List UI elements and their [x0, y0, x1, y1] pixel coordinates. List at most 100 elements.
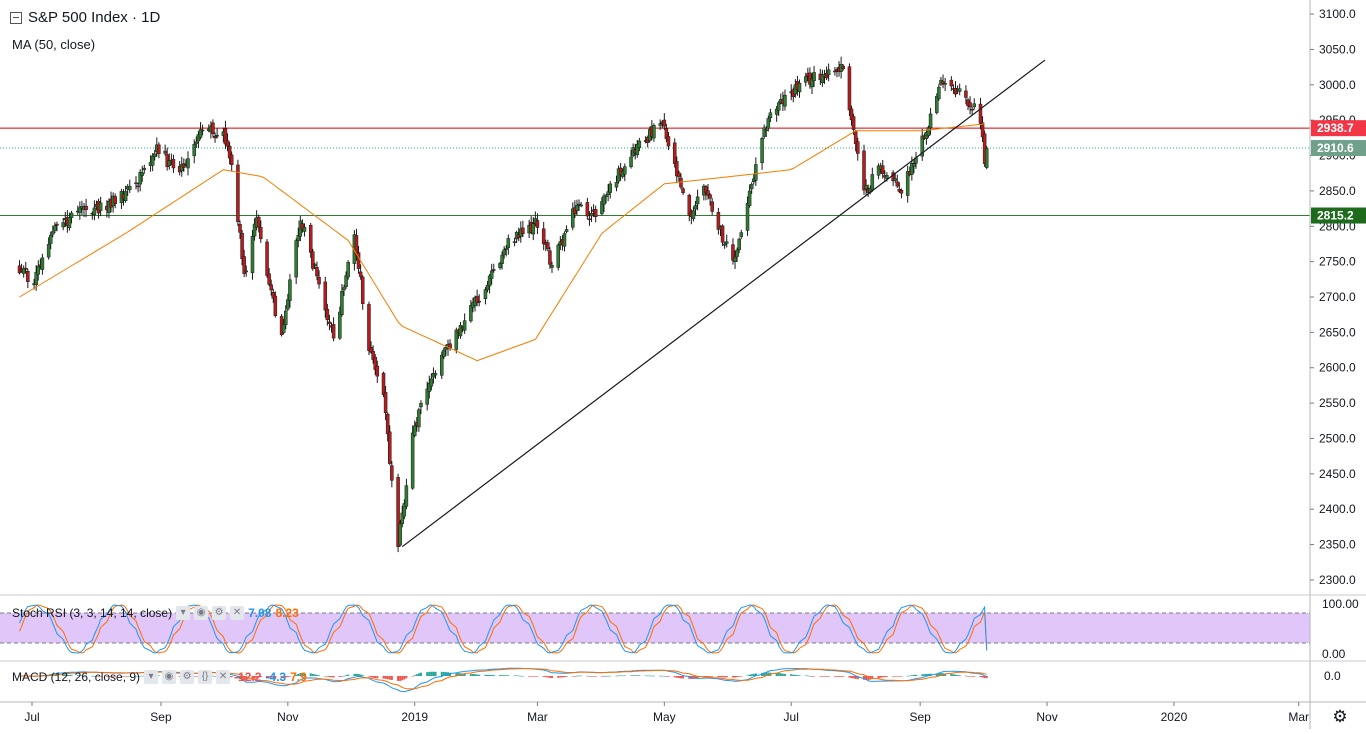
candle-body: [935, 96, 939, 113]
macd-tick-label: 0.0: [1324, 669, 1341, 683]
close-icon[interactable]: ✕: [230, 606, 245, 620]
symbol-title[interactable]: S&P 500 Index · 1D: [28, 9, 161, 26]
candle-body: [893, 178, 897, 181]
candle-body: [841, 65, 845, 70]
collapse-icon[interactable]: [10, 11, 22, 24]
settings-gear-icon[interactable]: ⚙: [1332, 707, 1348, 726]
candle-body: [502, 249, 506, 255]
macd-histogram-bar: [76, 675, 79, 676]
candle-body: [899, 189, 904, 194]
candle-body: [367, 304, 371, 351]
candle-body: [152, 153, 157, 158]
candle-body: [577, 203, 581, 206]
candle-body: [606, 191, 610, 195]
macd-histogram-bar: [781, 673, 784, 676]
candle-body: [342, 287, 346, 291]
price-label-badge[interactable]: [1311, 120, 1366, 137]
macd-histogram-bar: [661, 675, 664, 677]
candle-body: [926, 127, 931, 136]
macd-histogram-bar: [91, 675, 94, 677]
candle-body: [36, 266, 40, 275]
candle-body: [252, 223, 257, 237]
macd-hist-value: -12.2: [234, 670, 262, 684]
macd-histogram-bar: [66, 674, 69, 676]
candle-body: [410, 432, 415, 489]
macd-histogram-bar: [819, 676, 822, 677]
macd-histogram-bar: [376, 676, 379, 679]
candle-body: [433, 373, 438, 376]
candle-body: [766, 118, 771, 129]
candle-body: [315, 266, 319, 277]
ma50-line[interactable]: [19, 123, 985, 362]
macd-histogram-bar: [967, 676, 969, 677]
candle-body: [136, 185, 140, 188]
macd-histogram-bar: [609, 675, 612, 677]
macd-histogram-bar: [461, 673, 464, 676]
macd-histogram-bar: [357, 674, 360, 676]
macd-histogram-bar: [767, 672, 770, 676]
eye-icon[interactable]: ◉: [194, 606, 209, 620]
macd-histogram-bar: [925, 673, 928, 676]
candle-body: [284, 310, 288, 325]
stoch-legend-label[interactable]: Stoch RSI (3, 3, 14, 14, close): [12, 606, 173, 620]
stoch-legend: Stoch RSI (3, 3, 14, 14, close) ▾ ◉ ⚙ ✕ …: [12, 606, 299, 620]
candle-body: [67, 217, 72, 229]
macd-legend-label[interactable]: MACD (12, 26, close, 9): [12, 670, 141, 684]
candles-layer: [17, 56, 989, 553]
candle-body: [61, 222, 65, 228]
macd-histogram-bar: [605, 675, 608, 677]
candle-body: [325, 308, 330, 321]
eye-icon[interactable]: ◉: [162, 670, 177, 684]
macd-histogram-bar: [738, 676, 741, 677]
braces-icon[interactable]: {}: [198, 670, 213, 684]
candle-body: [250, 235, 255, 273]
trendline-layer[interactable]: [401, 59, 1046, 548]
candle-body: [826, 69, 831, 76]
candle-body: [662, 119, 667, 127]
candle-body: [970, 108, 974, 111]
price-label-badge[interactable]: [1311, 140, 1366, 157]
trendline[interactable]: [401, 59, 1046, 548]
macd-histogram-bar: [879, 676, 882, 678]
macd-histogram-bar: [623, 675, 626, 677]
macd-histogram-bar: [286, 676, 289, 677]
candle-body: [658, 123, 662, 126]
gear-icon[interactable]: ⚙: [180, 670, 195, 684]
macd-histogram-bar: [894, 676, 897, 677]
chevron-down-icon[interactable]: ▾: [144, 670, 159, 684]
price-label-text: 2938.7: [1317, 121, 1354, 135]
candle-body: [236, 164, 240, 222]
ma-legend[interactable]: MA (50, close): [12, 37, 96, 52]
macd-histogram-bar: [340, 676, 343, 677]
macd-histogram-bar: [630, 675, 633, 677]
macd-histogram-bar: [719, 676, 722, 678]
macd-histogram-bar: [370, 676, 373, 678]
candle-body: [677, 172, 681, 177]
macd-histogram-bar: [361, 675, 364, 676]
candle-body: [541, 228, 546, 245]
candle-body: [238, 223, 242, 233]
gear-icon[interactable]: ⚙: [212, 606, 227, 620]
macd-histogram-bar: [632, 675, 635, 676]
candle-body: [477, 300, 481, 303]
macd-histogram-bar: [723, 676, 726, 678]
close-icon[interactable]: ✕: [216, 670, 231, 684]
candle-body: [862, 150, 866, 191]
candle-body: [271, 292, 276, 299]
candle-body: [749, 184, 754, 190]
macd-histogram-bar: [696, 676, 699, 679]
macd-histogram-bar: [214, 675, 217, 677]
macd-histogram-bar: [935, 673, 938, 676]
candle-body: [123, 191, 128, 201]
macd-histogram-bar: [141, 675, 144, 677]
macd-histogram-bar: [486, 674, 489, 676]
candle-body: [402, 503, 407, 517]
candle-body: [810, 78, 814, 88]
candle-body: [462, 320, 467, 331]
price-label-badge[interactable]: [1311, 207, 1366, 224]
candle-body: [593, 209, 598, 218]
chevron-down-icon[interactable]: ▾: [176, 606, 191, 620]
